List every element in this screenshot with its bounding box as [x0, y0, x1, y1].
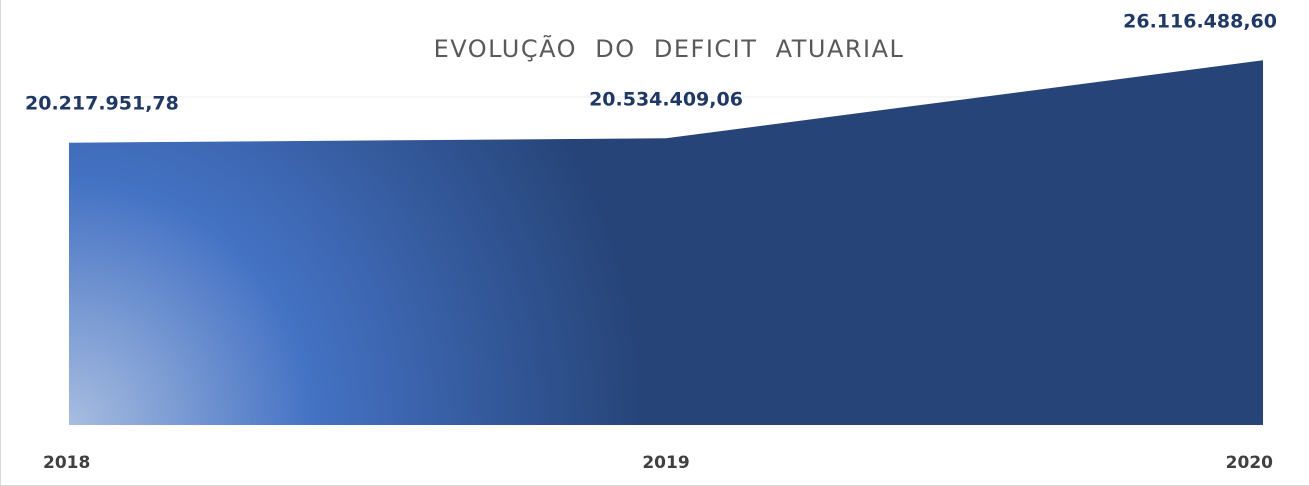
x-tick-2019: 2019: [642, 453, 689, 473]
x-axis-ticks: 2018 2019 2020: [43, 453, 1273, 473]
data-labels: 20.217.951,78 20.534.409,06 26.116.488,60: [25, 10, 1277, 114]
x-tick-2020: 2020: [1226, 453, 1273, 473]
plot-area: [69, 60, 1263, 426]
chart-title: EVOLUÇÃO DO DEFICIT ATUARIAL: [434, 33, 905, 63]
data-label-2019: 20.534.409,06: [589, 88, 743, 110]
data-label-2018: 20.217.951,78: [25, 93, 179, 115]
data-label-2020: 26.116.488,60: [1123, 10, 1277, 32]
area-series: [69, 60, 1263, 426]
x-tick-2018: 2018: [43, 453, 90, 473]
